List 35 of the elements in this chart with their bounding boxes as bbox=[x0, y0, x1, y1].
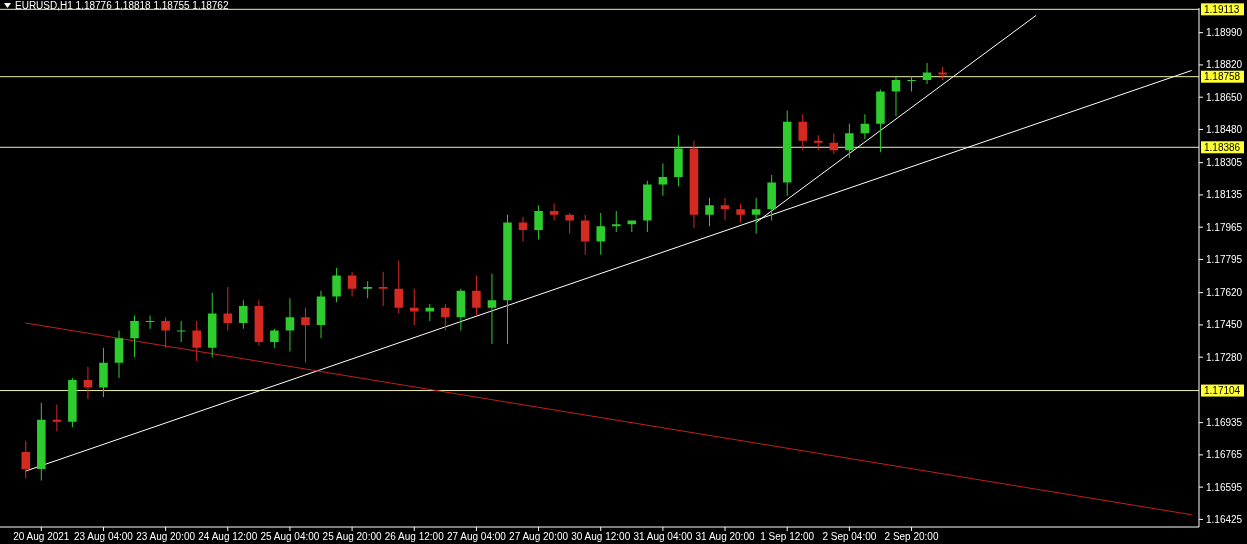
y-tick-label: 1.17620 bbox=[1206, 287, 1243, 299]
ref-line-label: 1.18758 bbox=[1204, 71, 1241, 83]
y-tick-label: 1.16425 bbox=[1206, 513, 1243, 525]
y-tick-label: 1.18820 bbox=[1206, 59, 1243, 71]
x-tick-label: 30 Aug 12:00 bbox=[571, 531, 631, 542]
x-tick-label: 25 Aug 04:00 bbox=[260, 531, 320, 542]
x-tick-label: 2 Sep 04:00 bbox=[822, 531, 877, 542]
x-tick-label: 24 Aug 12:00 bbox=[198, 531, 258, 542]
x-tick-label: 23 Aug 04:00 bbox=[73, 531, 134, 542]
y-tick-label: 1.16935 bbox=[1206, 417, 1243, 429]
y-tick-label: 1.18650 bbox=[1206, 91, 1243, 103]
x-tick-label: 23 Aug 20:00 bbox=[136, 531, 196, 542]
x-tick-label: 31 Aug 04:00 bbox=[633, 531, 693, 542]
x-tick-label: 27 Aug 04:00 bbox=[446, 531, 507, 542]
chart-title: EURUSD,H1 1.18776 1.18818 1.18755 1.18762 bbox=[15, 0, 229, 11]
x-tick-label: 27 Aug 20:00 bbox=[509, 531, 569, 542]
y-tick-label: 1.18990 bbox=[1206, 27, 1243, 39]
x-tick-label: 26 Aug 12:00 bbox=[384, 531, 445, 542]
x-tick-label: 31 Aug 20:00 bbox=[695, 531, 755, 542]
y-tick-label: 1.18135 bbox=[1206, 189, 1243, 201]
y-tick-label: 1.17450 bbox=[1206, 319, 1243, 331]
x-tick-label: 20 Aug 2021 bbox=[13, 531, 70, 542]
x-tick-label: 1 Sep 12:00 bbox=[760, 531, 815, 542]
x-tick-label: 25 Aug 20:00 bbox=[322, 531, 383, 542]
y-tick-label: 1.17795 bbox=[1206, 253, 1243, 265]
y-tick-label: 1.17965 bbox=[1206, 221, 1243, 233]
y-tick-label: 1.18480 bbox=[1206, 123, 1243, 135]
ref-line-label: 1.19113 bbox=[1204, 3, 1240, 15]
ref-line-label: 1.18386 bbox=[1204, 141, 1241, 153]
ref-line-label: 1.17104 bbox=[1204, 385, 1241, 397]
y-tick-label: 1.16765 bbox=[1206, 449, 1243, 461]
y-tick-label: 1.17280 bbox=[1206, 351, 1243, 363]
y-tick-label: 1.16595 bbox=[1206, 481, 1243, 493]
x-tick-label: 2 Sep 20:00 bbox=[884, 531, 939, 542]
y-tick-label: 1.18305 bbox=[1206, 157, 1243, 169]
